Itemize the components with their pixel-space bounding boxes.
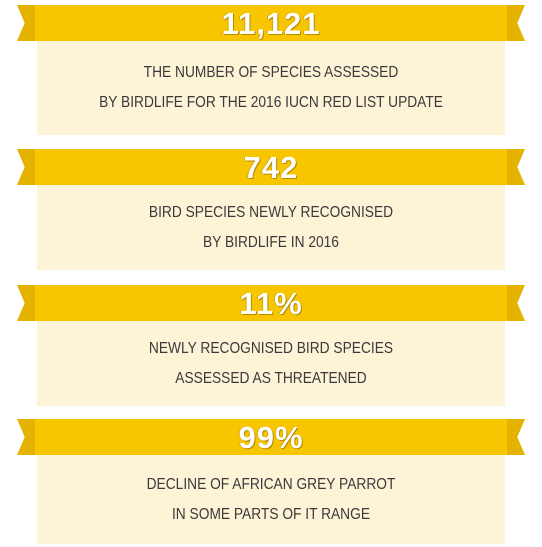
description-line: IN SOME PARTS OF IT RANGE bbox=[171, 506, 371, 523]
stat-value: 11% bbox=[239, 286, 303, 321]
stat-banner: 99% bbox=[17, 419, 525, 455]
stat-description: BIRD SPECIES NEWLY RECOGNISED BY BIRDLIF… bbox=[37, 198, 505, 258]
description-line: ASSESSED AS THREATENED bbox=[175, 370, 367, 387]
stat-box: DECLINE OF AFRICAN GREY PARROT IN SOME P… bbox=[37, 454, 505, 544]
description-line: BY BIRDLIFE FOR THE 2016 IUCN RED LIST U… bbox=[99, 94, 443, 111]
stat-box: BIRD SPECIES NEWLY RECOGNISED BY BIRDLIF… bbox=[37, 184, 505, 270]
description-line: BIRD SPECIES NEWLY RECOGNISED bbox=[148, 204, 394, 221]
stat-description: DECLINE OF AFRICAN GREY PARROT IN SOME P… bbox=[37, 470, 505, 530]
stat-description: THE NUMBER OF SPECIES ASSESSED BY BIRDLI… bbox=[37, 58, 505, 118]
description-line: NEWLY RECOGNISED BIRD SPECIES bbox=[148, 340, 394, 357]
description-line: DECLINE OF AFRICAN GREY PARROT bbox=[146, 476, 396, 493]
description-line: BY BIRDLIFE IN 2016 bbox=[203, 234, 339, 251]
stat-box: THE NUMBER OF SPECIES ASSESSED BY BIRDLI… bbox=[37, 40, 505, 135]
stat-value: 99% bbox=[238, 420, 304, 455]
stat-banner: 11% bbox=[17, 285, 525, 321]
description-line: THE NUMBER OF SPECIES ASSESSED bbox=[143, 64, 399, 81]
stat-banner: 11,121 bbox=[17, 5, 525, 41]
stat-value: 11,121 bbox=[221, 6, 321, 41]
stat-box: NEWLY RECOGNISED BIRD SPECIES ASSESSED A… bbox=[37, 320, 505, 406]
stat-description: NEWLY RECOGNISED BIRD SPECIES ASSESSED A… bbox=[37, 334, 505, 394]
stat-banner: 742 bbox=[17, 149, 525, 185]
stat-value: 742 bbox=[243, 150, 299, 185]
